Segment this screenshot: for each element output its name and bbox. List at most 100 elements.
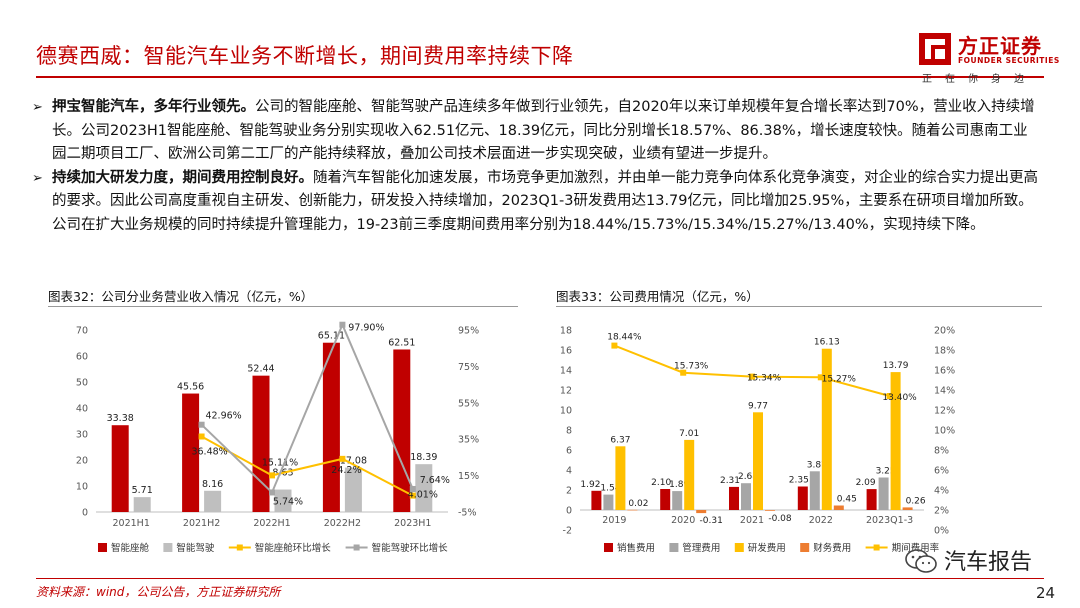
chart-32-line-data-label: 4.01%: [408, 490, 438, 501]
chart-33-legend-swatch: [669, 543, 679, 552]
chart-32-bar: [182, 393, 200, 512]
logo-tagline: 正在你身边: [922, 74, 1037, 85]
chart-32-y2-tick-label: 75%: [458, 362, 479, 373]
chart-33-bar-data-label: 0.02: [628, 499, 648, 509]
chart-32-line-point: [339, 321, 346, 328]
chart-33-line-series: [614, 344, 890, 397]
chart-33-bar: [878, 477, 889, 510]
chart-33-legend-label: 期间费用率: [892, 542, 940, 554]
chart-33-bar: [615, 446, 626, 510]
chart-33-bar-data-label: 3.87: [807, 460, 827, 470]
chart-32-y2-tick-label: 55%: [458, 398, 479, 409]
chart-33-bar-data-label: -0.08: [768, 514, 792, 524]
chart-33-y-tick-label: 4: [566, 466, 572, 477]
chart-33-x-tick-label: 2022: [809, 515, 833, 526]
page-title: 德赛西威：智能汽车业务不断增长，期间费用率持续下降: [36, 44, 574, 68]
chart-33-legend-label: 研发费用: [748, 542, 786, 554]
logo-name-en: FOUNDER SECURITIES: [958, 56, 1060, 65]
chart-32-line-data-label: 7.64%: [420, 475, 450, 486]
chart-33-bar-data-label: 2.68: [738, 472, 758, 482]
chart-33-y-tick-label: 14: [560, 366, 572, 377]
chart-32-legend-label: 智能座舱: [111, 542, 150, 554]
chart-33-y2-tick-label: 2%: [934, 506, 949, 517]
wechat-icon: [905, 549, 937, 573]
chart-33-bar: [765, 510, 775, 511]
chart-33-title-divider: [556, 306, 1042, 307]
chart-33-y-tick-label: 2: [566, 486, 572, 497]
chart-33-bar: [672, 491, 683, 510]
chart-33-line-point: [886, 393, 893, 399]
chart-33-legend-label: 财务费用: [813, 542, 851, 554]
footer-divider: [36, 578, 1044, 579]
chart-32-line-point: [198, 421, 205, 428]
chart-32-legend-label: 智能驾驶环比增长: [372, 542, 449, 554]
chart-33-legend-marker: [873, 544, 880, 551]
chart-33-bar-data-label: -0.31: [700, 516, 723, 526]
chart-33-y2-tick-label: 18%: [934, 346, 955, 357]
chart-32-bar-data-label: 5.71: [132, 485, 153, 496]
chart-33-bar: [833, 505, 844, 510]
chart-33-bar-data-label: 1.54: [600, 484, 620, 494]
arrow-bullet-icon: ➢: [32, 100, 43, 115]
chart-33-bar: [809, 471, 820, 510]
chart-33-x-tick-label: 2020: [671, 515, 695, 526]
chart-32-y-tick-label: 70: [76, 326, 88, 337]
chart-33-x-tick-label: 2019: [602, 515, 626, 526]
chart-33-y-tick-label: 12: [560, 386, 572, 397]
source-note: 资料来源：wind，公司公告，方正证券研究所: [36, 585, 281, 599]
chart-32-line-point: [269, 489, 275, 496]
chart-33-bar-data-label: 1.89: [669, 480, 689, 490]
chart-33-line-data-label: 15.73%: [674, 362, 709, 372]
chart-32-bar-data-label: 65.11: [318, 331, 345, 342]
chart-33-legend-label: 销售费用: [617, 542, 655, 554]
chart-32-y2-tick-label: 95%: [458, 326, 479, 337]
chart-33-y2-tick-label: 14%: [934, 386, 955, 397]
chart-32-bar-data-label: 52.44: [247, 364, 274, 375]
chart-33-line-data-label: 13.40%: [882, 393, 917, 403]
chart-33-bar-data-label: 2.31: [720, 476, 740, 486]
chart-33-legend-swatch: [734, 543, 744, 552]
chart-33-bar-data-label: 2.35: [789, 476, 809, 486]
chart-32-legend-label: 智能驾驶: [176, 542, 215, 554]
chart-32-revenue-by-segment: 0 10 20 30 40 50 60 70 -5% 15% 35% 55% 75% 95% 2021H1 2…: [76, 321, 479, 554]
chart-33-bar: [741, 483, 751, 510]
chart-33-line-point: [749, 373, 755, 380]
founder-logo-icon: [919, 33, 951, 65]
chart-32-y-tick-label: 60: [76, 352, 88, 363]
chart-33-y-tick-label: -2: [563, 526, 572, 537]
chart-32-bar-data-label: 17.08: [340, 456, 367, 467]
chart-33-bar: [821, 348, 832, 510]
chart-32-y2-tick-label: -5%: [458, 508, 477, 519]
chart-32-y2-tick-label: 35%: [458, 435, 479, 446]
chart-33-bar: [591, 490, 602, 510]
chart-33-y-tick-label: 10: [560, 406, 572, 417]
chart-32-legend-marker: [236, 544, 243, 551]
page-header: 德赛西威：智能汽车业务不断增长，期间费用率持续下降 方正证券 FOUNDER S…: [0, 0, 1080, 85]
chart-33-line-data-label: 18.44%: [607, 333, 642, 343]
chart-33-bar: [627, 509, 638, 511]
chart-32-line-point: [269, 472, 275, 479]
chart-33-bar-data-label: 13.79: [883, 361, 909, 371]
chart-33-bar-data-label: 0.45: [837, 495, 857, 505]
chart-33-y2-tick-label: 0%: [934, 526, 949, 537]
chart-33-line-point: [817, 374, 824, 381]
chart-32-bar: [415, 464, 433, 512]
chart-33-legend-label: 管理费用: [682, 542, 720, 554]
page-number: 24: [1036, 584, 1056, 602]
chart-32-line-data-label: 15.11%: [262, 457, 298, 468]
chart-32-y2-tick-label: 15%: [458, 471, 479, 482]
chart-33-bar-data-label: 7.01: [679, 429, 699, 439]
chart-33-bar: [603, 494, 614, 510]
chart-32-x-tick-label: 2022H2: [324, 518, 361, 529]
chart-32-bar: [252, 375, 270, 512]
chart-33-y-tick-label: 8: [566, 426, 572, 437]
chart-33-bar-data-label: 2.10: [651, 478, 671, 488]
chart-32-line-data-label: 97.90%: [348, 323, 384, 334]
bullet-item: ➢ 押宝智能汽车，多年行业领先。公司的智能座舱、智能驾驶产品连续多年做到行业领先…: [32, 96, 1042, 167]
watermark-text: 汽车报告: [944, 550, 1033, 575]
bullet-lead: 押宝智能汽车，多年行业领先。: [52, 99, 255, 115]
chart-32-line-point: [198, 433, 205, 440]
chart-33-y2-tick-label: 6%: [934, 466, 949, 477]
chart-32-legend-swatch: [163, 543, 173, 552]
chart-33-line-point: [611, 342, 618, 349]
